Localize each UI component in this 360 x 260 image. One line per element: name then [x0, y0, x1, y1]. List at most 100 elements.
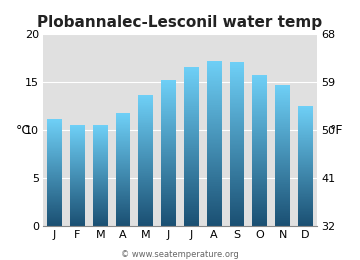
- Bar: [93, 157, 108, 158]
- Bar: [184, 186, 199, 187]
- Bar: [252, 225, 267, 226]
- Bar: [184, 181, 199, 182]
- Bar: [70, 203, 85, 204]
- Bar: [207, 105, 222, 106]
- Bar: [207, 142, 222, 144]
- Bar: [207, 102, 222, 103]
- Bar: [47, 194, 62, 195]
- Bar: [230, 68, 244, 69]
- Bar: [93, 130, 108, 131]
- Bar: [161, 178, 176, 179]
- Bar: [116, 194, 130, 195]
- Bar: [275, 92, 290, 93]
- Bar: [230, 204, 244, 205]
- Bar: [230, 222, 244, 223]
- Bar: [47, 188, 62, 189]
- Bar: [47, 119, 62, 120]
- Bar: [252, 197, 267, 198]
- Bar: [207, 85, 222, 86]
- Bar: [275, 172, 290, 173]
- Bar: [207, 164, 222, 165]
- Bar: [230, 131, 244, 132]
- Bar: [184, 164, 199, 165]
- Bar: [252, 107, 267, 108]
- Bar: [138, 122, 153, 123]
- Bar: [116, 194, 130, 195]
- Bar: [184, 160, 199, 161]
- Bar: [47, 126, 62, 127]
- Bar: [116, 213, 130, 214]
- Bar: [47, 135, 62, 136]
- Bar: [184, 141, 199, 142]
- Bar: [93, 153, 108, 154]
- Bar: [298, 143, 313, 144]
- Bar: [93, 211, 108, 212]
- Bar: [207, 189, 222, 190]
- Bar: [252, 118, 267, 119]
- Bar: [298, 116, 313, 117]
- Bar: [161, 186, 176, 187]
- Bar: [298, 133, 313, 134]
- Bar: [230, 73, 244, 74]
- Bar: [116, 184, 130, 185]
- Bar: [161, 96, 176, 97]
- Bar: [207, 75, 222, 76]
- Bar: [207, 152, 222, 153]
- Bar: [230, 178, 244, 179]
- Title: Plobannalec-Lesconil water temp: Plobannalec-Lesconil water temp: [37, 15, 323, 30]
- Bar: [47, 189, 62, 190]
- Bar: [116, 124, 130, 125]
- Bar: [184, 118, 199, 119]
- Bar: [207, 166, 222, 167]
- Bar: [184, 101, 199, 102]
- Bar: [230, 169, 244, 170]
- Bar: [161, 128, 176, 129]
- Bar: [161, 219, 176, 220]
- Bar: [275, 180, 290, 181]
- Bar: [252, 198, 267, 199]
- Bar: [138, 193, 153, 194]
- Bar: [184, 98, 199, 99]
- Bar: [275, 176, 290, 177]
- Bar: [93, 145, 108, 146]
- Bar: [184, 113, 199, 114]
- Bar: [138, 212, 153, 213]
- Bar: [298, 151, 313, 152]
- Bar: [70, 149, 85, 150]
- Bar: [298, 216, 313, 217]
- Bar: [138, 135, 153, 136]
- Bar: [207, 82, 222, 83]
- Bar: [138, 125, 153, 126]
- Bar: [70, 214, 85, 215]
- Bar: [275, 126, 290, 127]
- Bar: [252, 184, 267, 185]
- Bar: [161, 207, 176, 208]
- Bar: [138, 222, 153, 223]
- Bar: [47, 209, 62, 210]
- Bar: [70, 219, 85, 220]
- Bar: [138, 140, 153, 141]
- Bar: [207, 99, 222, 100]
- Bar: [116, 207, 130, 208]
- Bar: [275, 171, 290, 172]
- Bar: [230, 83, 244, 84]
- Bar: [275, 198, 290, 199]
- Bar: [275, 205, 290, 206]
- Bar: [252, 129, 267, 130]
- Bar: [116, 180, 130, 181]
- Bar: [93, 225, 108, 226]
- Bar: [275, 123, 290, 124]
- Bar: [275, 159, 290, 160]
- Bar: [93, 190, 108, 191]
- Bar: [298, 154, 313, 155]
- Bar: [252, 193, 267, 194]
- Bar: [275, 144, 290, 145]
- Bar: [275, 152, 290, 153]
- Bar: [230, 146, 244, 147]
- Bar: [93, 209, 108, 210]
- Bar: [230, 128, 244, 129]
- Bar: [252, 87, 267, 88]
- Bar: [230, 164, 244, 165]
- Bar: [116, 118, 130, 119]
- Bar: [207, 211, 222, 212]
